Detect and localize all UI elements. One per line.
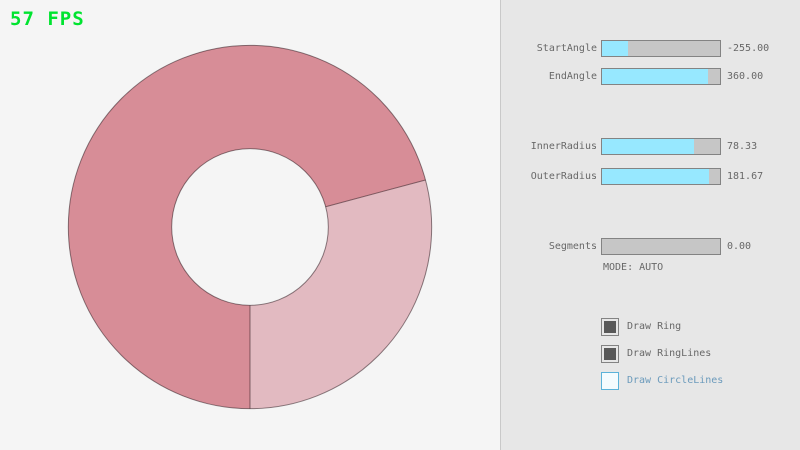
mode-label: MODE: AUTO	[603, 262, 664, 273]
outer-radius-sliderbar[interactable]	[601, 168, 721, 185]
controls-panel: StartAngle -255.00 EndAngle 360.00 Inner…	[500, 0, 800, 450]
draw-ringlines-checkbox[interactable]	[601, 345, 619, 363]
slider-fill	[602, 69, 709, 84]
end-angle-value: 360.00	[727, 71, 764, 82]
slider-row-segments: Segments 0.00	[501, 238, 800, 255]
segments-value: 0.00	[727, 241, 752, 252]
inner-radius-label: InnerRadius	[530, 141, 597, 152]
inner-radius-value: 78.33	[727, 141, 758, 152]
slider-row-end-angle: EndAngle 360.00	[501, 68, 800, 85]
inner-radius-sliderbar[interactable]	[601, 138, 721, 155]
segments-label: Segments	[548, 241, 597, 252]
segments-sliderbar[interactable]	[601, 238, 721, 255]
checkbox-row-draw-ringlines: Draw RingLines	[501, 345, 800, 363]
draw-ring-label: Draw Ring	[627, 321, 682, 332]
checkbox-row-draw-circlelines: Draw CircleLines	[501, 372, 800, 390]
end-angle-sliderbar[interactable]	[601, 68, 721, 85]
checkbox-checkmark	[604, 348, 616, 360]
start-angle-value: -255.00	[727, 43, 770, 54]
outer-radius-value: 181.67	[727, 171, 764, 182]
slider-fill	[602, 169, 710, 184]
slider-row-inner-radius: InnerRadius 78.33	[501, 138, 800, 155]
draw-circlelines-label: Draw CircleLines	[627, 375, 724, 386]
checkbox-checkmark	[604, 321, 616, 333]
start-angle-label: StartAngle	[536, 43, 597, 54]
end-angle-label: EndAngle	[548, 71, 597, 82]
draw-ring-checkbox[interactable]	[601, 318, 619, 336]
ring-chart	[67, 44, 433, 410]
checkbox-checkmark	[604, 375, 616, 387]
slider-fill	[602, 139, 695, 154]
checkbox-row-draw-ring: Draw Ring	[501, 318, 800, 336]
slider-row-outer-radius: OuterRadius 181.67	[501, 168, 800, 185]
slider-fill	[602, 41, 628, 56]
slider-row-start-angle: StartAngle -255.00	[501, 40, 800, 57]
draw-circlelines-checkbox[interactable]	[601, 372, 619, 390]
draw-ringlines-label: Draw RingLines	[627, 348, 712, 359]
start-angle-sliderbar[interactable]	[601, 40, 721, 57]
fps-counter: 57 FPS	[10, 8, 85, 30]
outer-radius-label: OuterRadius	[530, 171, 597, 182]
